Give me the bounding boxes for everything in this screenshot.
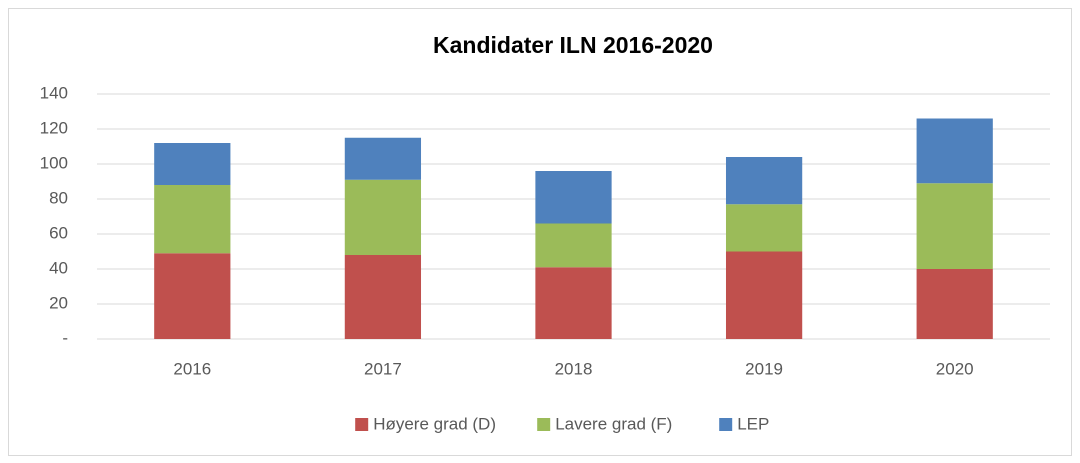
x-tick-label: 2020 (936, 359, 974, 378)
bar-segment (154, 185, 231, 254)
y-tick-label: - (62, 328, 68, 347)
bar-segment (154, 253, 231, 339)
y-tick-label: 100 (40, 153, 68, 172)
y-tick-label: 60 (49, 223, 68, 242)
x-tick-label: 2016 (173, 359, 211, 378)
legend-swatch (355, 418, 369, 431)
bar-segment (725, 204, 803, 252)
y-tick-label: 20 (49, 293, 68, 312)
bar-segment (535, 267, 612, 339)
bar-segment (154, 143, 231, 185)
bar-segment (535, 171, 612, 224)
legend-label: Høyere grad (D) (373, 414, 496, 433)
y-tick-label: 40 (49, 258, 68, 277)
bar-segment (535, 223, 612, 268)
y-tick-label: 120 (40, 118, 68, 137)
legend-swatch (537, 418, 551, 431)
legend-label: Lavere grad (F) (555, 414, 672, 433)
bar-segment (916, 183, 993, 269)
bar-segment (725, 157, 803, 205)
bar-segment (344, 255, 422, 339)
x-tick-label: 2018 (555, 359, 593, 378)
chart-title: Kandidater ILN 2016-2020 (433, 32, 713, 58)
y-tick-label: 80 (49, 188, 68, 207)
bar-segment (916, 118, 993, 184)
legend-swatch (719, 418, 733, 431)
x-tick-label: 2017 (364, 359, 402, 378)
bar-segment (725, 251, 803, 339)
x-tick-label: 2019 (745, 359, 783, 378)
y-tick-label: 140 (40, 83, 68, 102)
bar-segment (916, 269, 993, 339)
bar-segment (344, 179, 422, 255)
bar-segment (344, 137, 422, 180)
legend-label: LEP (737, 414, 769, 433)
